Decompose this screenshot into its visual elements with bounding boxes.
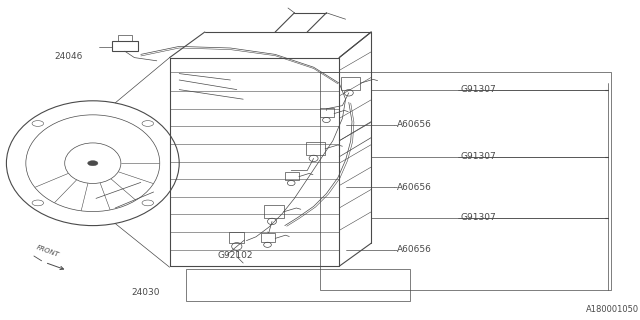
Bar bbox=[186, 269, 410, 301]
Bar bbox=[306, 142, 325, 155]
Bar bbox=[118, 35, 132, 41]
Bar bbox=[320, 72, 611, 290]
Text: 24030: 24030 bbox=[131, 288, 160, 297]
Bar bbox=[341, 77, 360, 90]
Text: A60656: A60656 bbox=[397, 183, 431, 192]
Bar bbox=[112, 41, 138, 51]
Bar bbox=[320, 108, 334, 117]
Text: G91307: G91307 bbox=[461, 85, 497, 94]
Bar bbox=[261, 233, 275, 242]
Text: G91307: G91307 bbox=[461, 213, 497, 222]
Text: G92102: G92102 bbox=[218, 252, 253, 260]
Text: 24046: 24046 bbox=[55, 52, 83, 60]
Circle shape bbox=[88, 161, 98, 166]
Bar bbox=[229, 232, 244, 243]
Text: FRONT: FRONT bbox=[35, 244, 60, 258]
Bar bbox=[285, 172, 299, 180]
Text: A180001050: A180001050 bbox=[586, 305, 639, 314]
Bar bbox=[264, 205, 284, 218]
Text: A60656: A60656 bbox=[397, 120, 431, 129]
Text: G91307: G91307 bbox=[461, 152, 497, 161]
Text: A60656: A60656 bbox=[397, 245, 431, 254]
